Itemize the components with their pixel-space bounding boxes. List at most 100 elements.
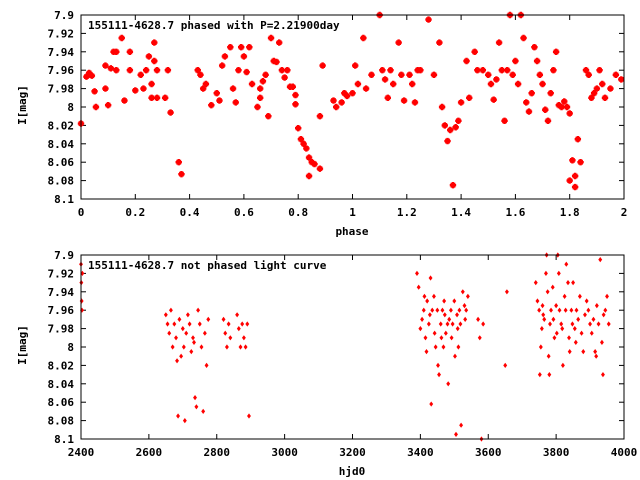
data-point: [528, 90, 535, 97]
data-point: [426, 321, 431, 327]
data-point: [180, 326, 185, 332]
data-point: [476, 316, 481, 322]
y-axis-label: I[mag]: [16, 85, 29, 125]
data-point: [243, 344, 248, 350]
x-tick-label: 0.8: [288, 206, 308, 219]
data-point: [525, 108, 533, 115]
data-point: [539, 80, 546, 88]
x-tick-label: 3800: [543, 446, 570, 459]
data-point: [273, 58, 280, 66]
data-point: [182, 418, 187, 424]
data-point: [543, 270, 548, 276]
plot-frame: [80, 14, 625, 200]
data-point: [466, 94, 473, 101]
data-point: [440, 307, 445, 313]
data-point: [481, 321, 486, 327]
data-point: [435, 307, 440, 313]
data-point: [418, 326, 423, 332]
data-point: [546, 353, 551, 359]
data-point: [349, 90, 356, 97]
data-point: [189, 349, 194, 355]
data-point: [153, 67, 161, 74]
data-point: [343, 92, 351, 100]
data-point: [571, 172, 579, 180]
x-tick-label: 0.4: [180, 206, 200, 219]
data-point: [316, 165, 324, 172]
data-point: [241, 335, 246, 341]
y-tick-label: 8.06: [48, 156, 75, 169]
data-point: [179, 353, 184, 359]
data-point: [262, 71, 269, 78]
data-point: [177, 316, 182, 322]
data-point: [153, 94, 161, 101]
data-point: [444, 137, 451, 145]
data-point: [588, 321, 593, 327]
data-point: [571, 183, 579, 191]
data-point: [295, 124, 302, 132]
data-point: [465, 293, 470, 299]
data-point: [246, 44, 253, 51]
data-point: [558, 103, 565, 111]
x-tick-label: 0.6: [234, 206, 254, 219]
data-point: [585, 71, 592, 78]
data-point: [170, 344, 175, 350]
x-tick-label: 0: [78, 206, 85, 219]
data-point: [471, 48, 478, 55]
data-point: [275, 39, 283, 46]
y-tick-label: 7.92: [48, 267, 75, 280]
data-point: [384, 94, 391, 101]
y-tick-label: 7.9: [54, 9, 74, 22]
data-point: [606, 321, 611, 327]
data-point: [577, 293, 582, 299]
data-point: [594, 303, 599, 309]
x-tick-label: 3000: [271, 446, 298, 459]
data-point: [449, 182, 457, 189]
data-point: [574, 307, 579, 313]
data-point: [495, 39, 503, 46]
data-point: [113, 67, 120, 74]
y-tick-label: 7.98: [48, 83, 75, 96]
data-point: [455, 326, 460, 332]
x-tick-label: 2600: [136, 446, 163, 459]
data-point: [163, 312, 168, 318]
data-point: [278, 67, 286, 74]
data-point: [449, 335, 454, 341]
data-point: [172, 321, 177, 327]
data-point: [542, 106, 549, 113]
data-point: [445, 321, 450, 327]
data-point: [227, 44, 234, 51]
data-point: [113, 48, 120, 55]
y-tick-label: 8.04: [48, 378, 75, 391]
plot-title: 155111-4628.7 not phased light curve: [88, 259, 327, 272]
data-point: [547, 372, 552, 378]
data-point: [238, 344, 243, 350]
data-point: [381, 76, 389, 83]
data-point: [503, 362, 508, 368]
data-point: [126, 48, 134, 55]
data-point: [191, 335, 195, 341]
data-point: [485, 71, 492, 78]
data-point: [570, 321, 575, 327]
y-tick-label: 8.06: [48, 396, 75, 409]
data-point: [193, 395, 197, 401]
data-point: [574, 136, 582, 143]
data-point: [436, 39, 443, 46]
data-point: [498, 67, 506, 74]
data-point: [428, 275, 433, 281]
data-point: [432, 330, 437, 336]
data-point: [535, 298, 540, 304]
data-point: [208, 101, 215, 109]
data-point: [596, 67, 603, 74]
data-point: [168, 307, 173, 313]
data-point: [104, 101, 112, 109]
data-point: [598, 257, 603, 263]
data-point: [448, 307, 453, 313]
data-point: [504, 67, 511, 74]
data-point: [605, 293, 609, 299]
data-point: [557, 307, 562, 313]
y-tick-label: 7.94: [48, 286, 75, 299]
data-point: [612, 71, 620, 78]
data-point: [453, 353, 457, 359]
data-point: [420, 316, 425, 322]
data-point: [236, 326, 241, 332]
